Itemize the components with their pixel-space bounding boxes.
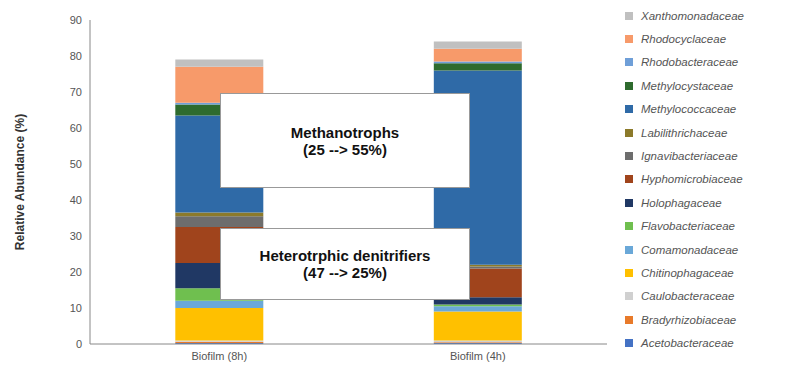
html-text:Heterotrphic denitrifiers: Heterotrphic denitrifiers [259, 247, 431, 264]
html-text:Acetobacteraceae: Acetobacteraceae [641, 337, 734, 350]
html-text:Caulobacteraceae: Caulobacteraceae [641, 290, 735, 303]
svg-text:0: 0 [76, 338, 82, 350]
html-text:(25 --> 55%): (25 --> 55%) [303, 140, 387, 158]
svg-text:70: 70 [70, 86, 82, 98]
html-text:Ignavibacteriaceae: Ignavibacteriaceae [641, 150, 738, 162]
html-text:Rhodocyclaceae: Rhodocyclaceae [641, 33, 726, 46]
html-text:Bradyrhizobiaceae: Bradyrhizobiaceae [641, 313, 737, 326]
svg-text:50: 50 [70, 158, 82, 170]
svg-text:Biofilm (4h): Biofilm (4h) [450, 350, 506, 362]
html-text:Holophagaceae: Holophagaceae [641, 196, 722, 209]
html-text:Chitinophagaceae: Chitinophagaceae [641, 267, 734, 279]
svg-text:30: 30 [70, 230, 82, 242]
html-text:Hyphomicrobiaceae: Hyphomicrobiaceae [641, 173, 743, 186]
svg-text:60: 60 [70, 122, 82, 134]
html-text:Methylococcaceae: Methylococcaceae [641, 103, 737, 116]
svg-text:40: 40 [70, 194, 82, 206]
html-text:Xanthomonadaceae: Xanthomonadaceae [641, 9, 744, 22]
svg-text:20: 20 [70, 266, 82, 278]
svg-text:10: 10 [70, 302, 82, 314]
html-text:Comamonadaceae: Comamonadaceae [641, 243, 739, 256]
html-text:Rhodobacteraceae: Rhodobacteraceae [641, 56, 739, 69]
html-text:Flavobacteriaceae: Flavobacteriaceae [641, 220, 735, 233]
html-text:Methylocystaceae: Methylocystaceae [641, 79, 733, 92]
html-text:(47 --> 25%): (47 --> 25%) [303, 264, 387, 281]
svg-text:90: 90 [70, 14, 82, 26]
html-text:Labilithrichaceae: Labilithrichaceae [641, 126, 728, 139]
svg-text:Biofilm (8h): Biofilm (8h) [191, 350, 247, 362]
svg-text:Relative Abundance (%): Relative Abundance (%) [13, 114, 27, 250]
html-text:Methanotrophs: Methanotrophs [290, 123, 400, 141]
svg-text:80: 80 [70, 50, 82, 62]
